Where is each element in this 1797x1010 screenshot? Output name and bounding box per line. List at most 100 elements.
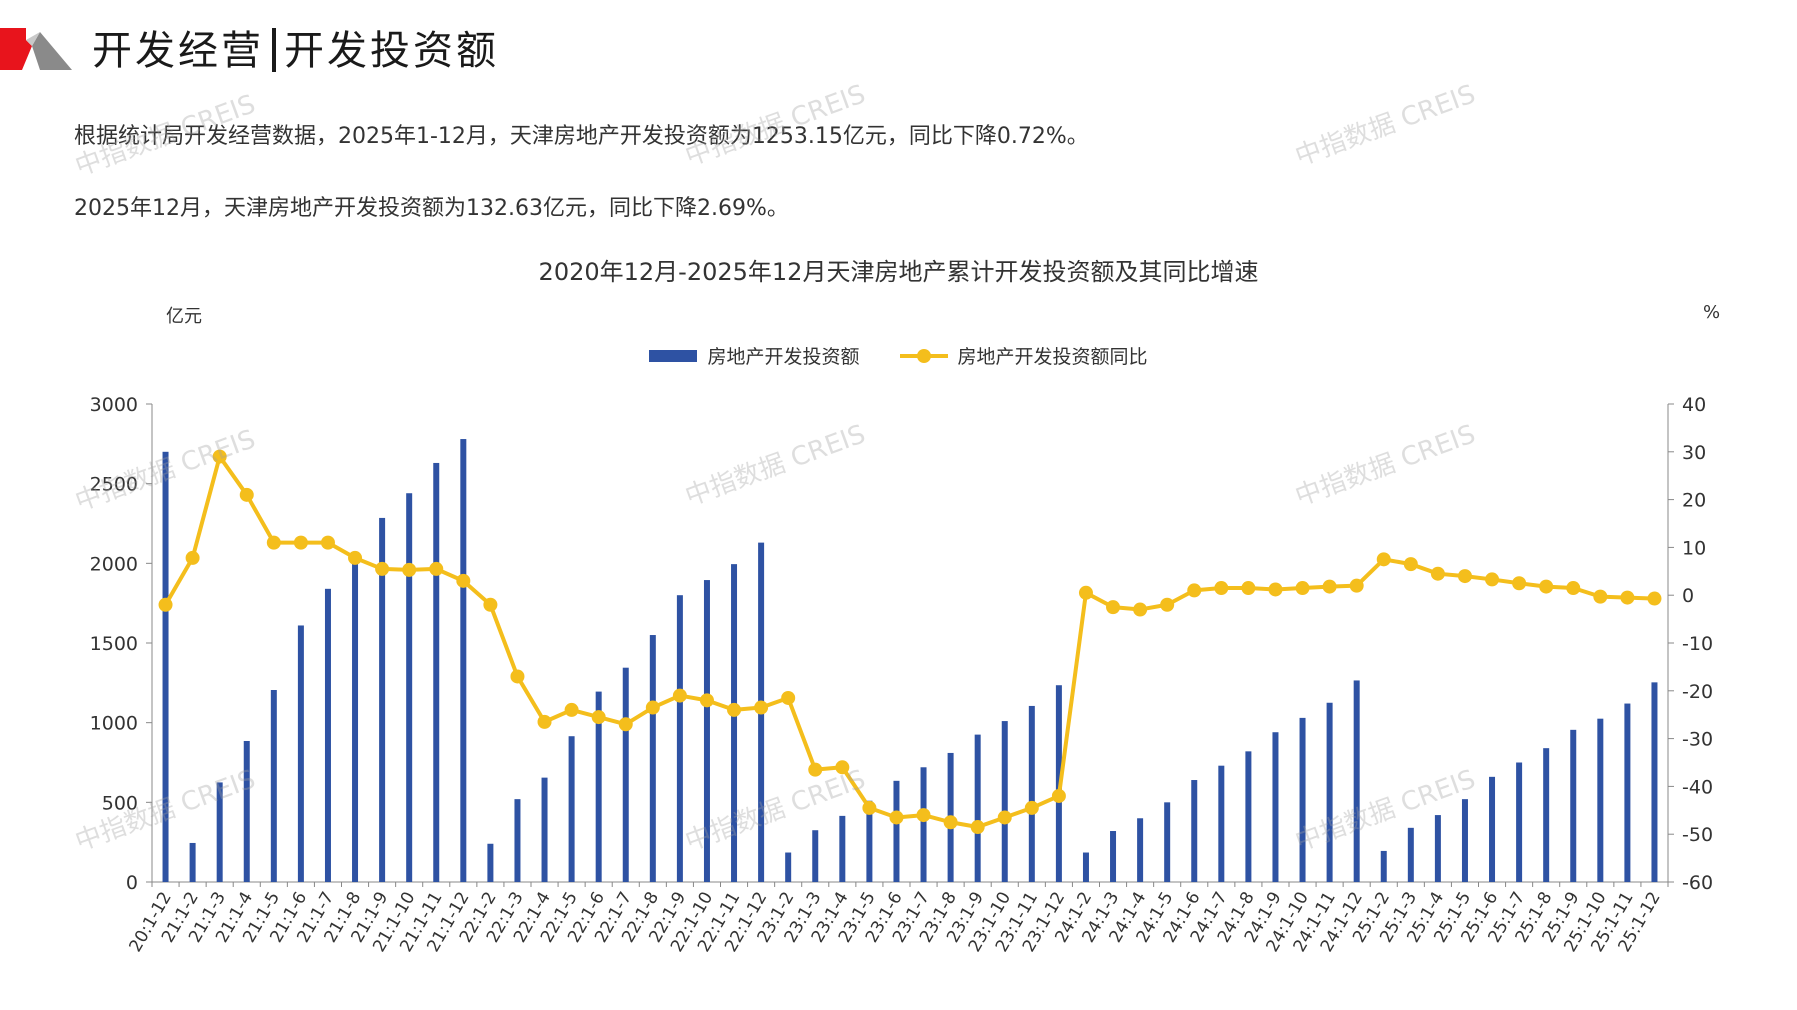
right-tick-label: -30 (1682, 729, 1713, 751)
yoy-point (564, 702, 579, 717)
legend-label-yoy: 房地产开发投资额同比 (957, 346, 1148, 368)
yoy-point (889, 810, 904, 825)
yoy-point (1647, 591, 1662, 606)
left-tick-label: 0 (126, 872, 138, 894)
investment-bar (1651, 682, 1658, 882)
investment-bar (1137, 818, 1144, 882)
left-axis-unit: 亿元 (166, 306, 202, 327)
left-tick-label: 500 (102, 792, 138, 814)
investment-bar (1489, 776, 1496, 882)
investment-bar (1624, 703, 1631, 882)
yoy-point (1106, 600, 1121, 615)
yoy-point (1078, 585, 1093, 600)
investment-bar (568, 736, 575, 882)
investment-bar (649, 635, 656, 882)
right-tick-label: -60 (1682, 872, 1713, 894)
investment-bar (1353, 680, 1360, 882)
yoy-point (591, 710, 606, 725)
yoy-point (862, 800, 877, 815)
investment-bar (866, 800, 873, 882)
investment-bar (595, 691, 602, 882)
investment-bar (1516, 762, 1523, 882)
yoy-point (699, 693, 714, 708)
yoy-point (402, 562, 417, 577)
investment-bar (514, 799, 521, 882)
investment-bar (406, 493, 413, 882)
investment-bar (379, 517, 386, 882)
yoy-point (483, 597, 498, 612)
investment-bar (1326, 702, 1333, 882)
investment-bar (162, 451, 169, 882)
yoy-point (943, 815, 958, 830)
right-tick-label: 40 (1682, 394, 1706, 416)
investment-bar (1434, 815, 1441, 882)
yoy-point (266, 535, 281, 550)
left-tick-label: 2000 (90, 553, 138, 575)
yoy-point (754, 700, 769, 715)
investment-bar (1082, 852, 1089, 882)
right-tick-label: 10 (1682, 537, 1706, 559)
investment-bar (433, 462, 440, 882)
investment-bar (1597, 718, 1604, 882)
left-tick-label: 1000 (90, 713, 138, 735)
investment-bar (1110, 831, 1117, 882)
right-tick-label: -40 (1682, 776, 1713, 798)
investment-bar (920, 767, 927, 882)
investment-bar (216, 782, 223, 882)
yoy-point (970, 820, 985, 835)
right-tick-label: -10 (1682, 633, 1713, 655)
title-divider (272, 28, 276, 72)
yoy-point (618, 717, 633, 732)
yoy-point (293, 535, 308, 550)
left-tick-label: 2500 (90, 474, 138, 496)
yoy-point (1512, 576, 1527, 591)
legend-label-investment: 房地产开发投资额 (707, 346, 860, 368)
yoy-point (1187, 583, 1202, 598)
investment-bar (1191, 780, 1198, 882)
investment-bar (1001, 721, 1008, 882)
yoy-point (375, 561, 390, 576)
right-tick-label: -50 (1682, 824, 1713, 846)
yoy-point (1539, 579, 1554, 594)
right-tick-label: -20 (1682, 681, 1713, 703)
yoy-point (1376, 552, 1391, 567)
yoy-point (727, 702, 742, 717)
investment-bar (1028, 705, 1035, 882)
yoy-point (1349, 578, 1364, 593)
yoy-point (320, 535, 335, 550)
yoy-point (348, 550, 363, 565)
yoy-point (158, 597, 173, 612)
investment-bar (676, 595, 683, 882)
yoy-point (1620, 590, 1635, 605)
legend-item-yoy: 房地产开发投资额同比 (899, 342, 1148, 369)
investment-bar (541, 777, 548, 882)
right-axis-unit: % (1703, 302, 1721, 323)
brand-logo-icon (0, 28, 72, 70)
investment-bar (1407, 827, 1414, 882)
right-tick-label: 0 (1682, 585, 1694, 607)
chart-title: 2020年12月-2025年12月天津房地产累计开发投资额及其同比增速 (538, 258, 1259, 286)
yoy-point (1241, 581, 1256, 596)
page-title-topic: 开发投资额 (284, 28, 499, 74)
investment-bar (1164, 802, 1171, 882)
investment-bar (487, 843, 494, 882)
investment-bar (460, 439, 467, 882)
right-tick-label: 20 (1682, 490, 1706, 512)
yoy-point (835, 760, 850, 775)
yoy-point (185, 550, 200, 565)
yoy-point (1485, 572, 1500, 587)
yoy-point (1024, 800, 1039, 815)
investment-bar (785, 852, 792, 882)
investment-bar (1570, 729, 1577, 882)
yoy-point (510, 669, 525, 684)
yoy-point (1457, 569, 1472, 584)
investment-bar (1543, 748, 1550, 882)
yoy-point (1214, 581, 1229, 596)
yoy-point (672, 688, 687, 703)
yoy-point (781, 690, 796, 705)
investment-bar (1272, 732, 1279, 882)
investment-bar (189, 842, 196, 882)
yoy-point (429, 561, 444, 576)
investment-bar (1299, 717, 1306, 882)
